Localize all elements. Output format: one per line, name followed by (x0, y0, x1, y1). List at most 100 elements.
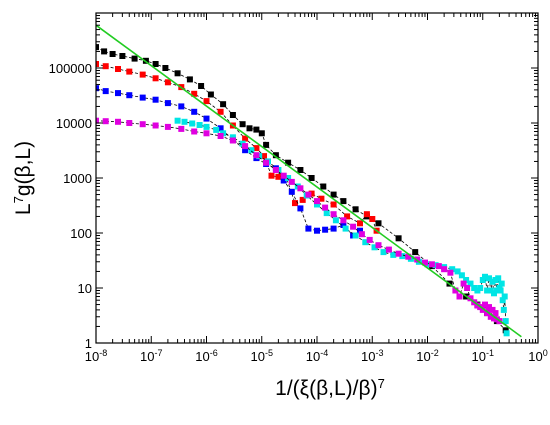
data-point (479, 306, 486, 313)
data-point (500, 306, 507, 313)
data-point (344, 213, 351, 220)
data-point (412, 249, 419, 256)
series-5 (96, 117, 503, 325)
data-point (288, 188, 295, 195)
data-point (253, 126, 260, 133)
data-point (375, 220, 382, 227)
data-point (497, 287, 504, 294)
data-point (126, 92, 133, 99)
x-tick-label: 10-8 (85, 348, 107, 364)
data-point (203, 123, 210, 130)
data-point (492, 310, 499, 317)
data-point (178, 125, 185, 132)
x-tick-label: 10-2 (416, 348, 438, 364)
data-point (486, 275, 492, 282)
data-point (115, 90, 121, 97)
x-tick-label: 10-7 (140, 348, 162, 364)
data-point (102, 88, 109, 95)
data-point (484, 310, 491, 317)
data-point (152, 122, 159, 129)
data-point (477, 285, 484, 291)
data-point (164, 79, 171, 86)
data-point (191, 108, 198, 115)
data-point (487, 313, 494, 320)
data-point (253, 145, 260, 152)
data-point (242, 147, 249, 154)
data-point (340, 217, 347, 224)
series-5-line (96, 120, 500, 322)
data-point (350, 223, 357, 230)
data-point (203, 130, 210, 137)
x-tick-label: 10-4 (306, 348, 328, 364)
data-point (352, 232, 359, 239)
data-point (385, 246, 392, 253)
data-point (357, 220, 363, 227)
data-point (102, 63, 109, 70)
data-point (330, 211, 337, 218)
data-point (181, 118, 188, 125)
data-point (297, 185, 304, 192)
data-point (297, 205, 304, 212)
y-tick-label: 1 (85, 336, 92, 351)
data-point (285, 175, 292, 181)
data-point (330, 191, 337, 198)
data-point (498, 280, 505, 287)
data-point (253, 152, 260, 159)
data-point (126, 68, 133, 75)
data-point (280, 177, 287, 184)
data-point (352, 206, 359, 213)
data-point (330, 201, 337, 208)
data-point (178, 103, 185, 110)
data-point (217, 125, 224, 132)
data-point (482, 301, 488, 308)
fit-line (96, 24, 522, 338)
data-point (203, 115, 210, 122)
data-point (96, 117, 99, 124)
data-point (275, 173, 282, 180)
x-tick-label: 10-6 (195, 348, 217, 364)
data-point (126, 120, 133, 126)
data-point (96, 44, 99, 51)
data-point (292, 200, 298, 207)
data-point (196, 122, 203, 128)
data-point (369, 216, 376, 222)
data-point (115, 118, 121, 125)
data-point (174, 70, 181, 77)
data-point (191, 90, 198, 97)
data-point (189, 120, 196, 127)
data-point (96, 61, 99, 67)
data-point (207, 91, 214, 98)
x-tick-label: 10-5 (251, 348, 273, 364)
x-tick-label: 10-1 (472, 348, 494, 364)
data-point (479, 277, 486, 283)
data-point (139, 94, 146, 101)
data-point (288, 178, 295, 185)
data-point (501, 293, 508, 300)
data-point (96, 85, 99, 92)
data-point (456, 293, 463, 300)
data-point (258, 130, 265, 137)
data-point (152, 75, 159, 82)
data-point (395, 250, 402, 257)
data-point (119, 53, 126, 59)
data-point (164, 100, 171, 107)
x-axis-title: 1/(ξ(β,L)/β)7 (275, 376, 385, 401)
data-point (390, 251, 397, 258)
data-point (435, 263, 442, 270)
data-point (358, 231, 365, 238)
data-point (452, 287, 459, 294)
data-point (502, 318, 509, 325)
data-point (229, 134, 236, 141)
data-point (460, 280, 467, 287)
data-point (308, 190, 315, 197)
y-tick-label: 100000 (49, 61, 92, 76)
data-point (503, 330, 510, 337)
data-point (198, 83, 205, 89)
data-point (495, 275, 502, 282)
data-point (272, 167, 279, 173)
data-point (174, 117, 181, 124)
data-point (272, 152, 279, 159)
data-point (322, 226, 329, 233)
series-3-line (96, 87, 361, 237)
data-point (186, 76, 193, 83)
